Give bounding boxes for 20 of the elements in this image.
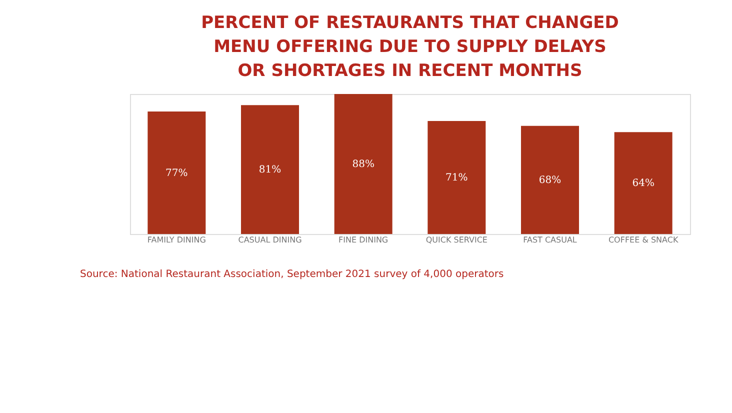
x-tick-label: FAMILY DINING xyxy=(147,236,206,244)
x-tick-label: COFFEE & SNACK xyxy=(608,236,679,244)
source-note: Source: National Restaurant Association, September 2021 survey of 4,000 operators xyxy=(80,269,504,280)
bar xyxy=(428,121,486,234)
data-label: 68% xyxy=(538,174,562,186)
chart-title: PERCENT OF RESTAURANTS THAT CHANGED MENU OFFERING DUE TO SUPPLY DELAYS OR SHORTAGES IN RECENT MONTHS xyxy=(201,13,619,81)
data-label: 88% xyxy=(352,159,374,170)
bar xyxy=(334,94,392,234)
bar xyxy=(521,126,579,234)
x-tick-label: FINE DINING xyxy=(338,236,388,244)
data-label: 64% xyxy=(632,178,654,190)
bar xyxy=(148,112,206,234)
data-label: 81% xyxy=(258,164,282,176)
bar xyxy=(241,105,299,234)
x-tick-label: CASUAL DINING xyxy=(238,236,302,244)
data-label: 71% xyxy=(446,172,468,184)
data-label: 77% xyxy=(166,168,188,179)
x-tick-label: FAST CASUAL xyxy=(523,236,578,244)
x-tick-label: QUICK SERVICE xyxy=(426,236,488,244)
bar xyxy=(614,132,672,234)
